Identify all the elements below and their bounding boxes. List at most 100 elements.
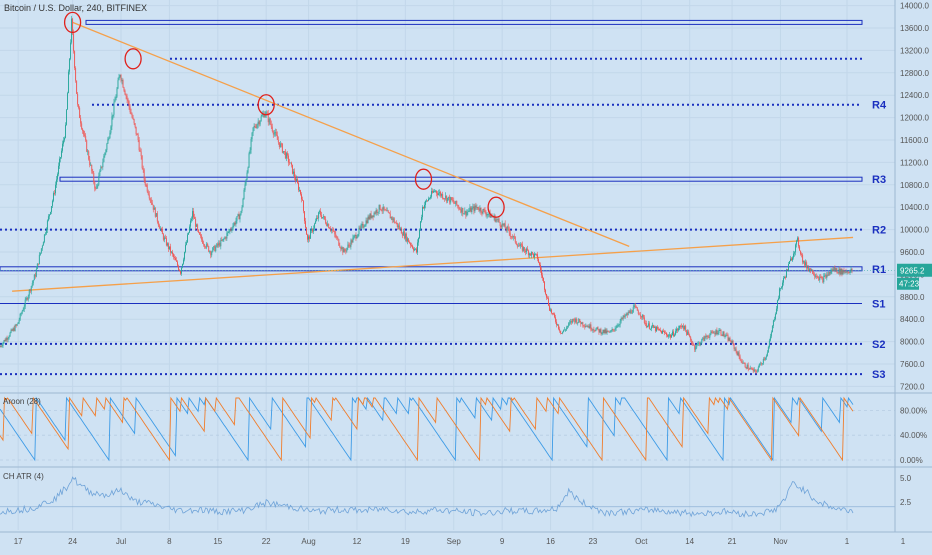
candle-body [817, 277, 818, 278]
candle-body [540, 265, 541, 270]
candle-body [304, 211, 305, 221]
candle-body [639, 314, 640, 315]
candle-body [392, 217, 393, 220]
candle-body [12, 330, 13, 331]
candle-body [367, 220, 368, 223]
candle-body [752, 369, 753, 370]
candle-body [581, 322, 582, 324]
candle-body [592, 329, 593, 330]
candle-body [637, 308, 638, 311]
candle-body [565, 330, 566, 331]
candle-body [514, 236, 515, 237]
candle-body [668, 335, 669, 336]
candle-body [841, 269, 842, 275]
candle-body [830, 271, 831, 273]
candle-body [430, 197, 431, 199]
candle-body [534, 254, 535, 257]
candle-body [211, 252, 212, 255]
candle-body [442, 194, 443, 198]
candle-body [742, 361, 743, 363]
candle-body [29, 290, 30, 296]
price-tick-label: 10800.0 [900, 181, 929, 190]
candle-body [794, 252, 795, 253]
candle-body [232, 226, 233, 230]
candle-body [613, 329, 614, 330]
candle-body [785, 277, 786, 278]
candle-body [728, 335, 729, 340]
candle-body [134, 119, 135, 123]
candle-body [848, 271, 849, 272]
candle-body [68, 72, 69, 93]
candle-body [582, 322, 583, 325]
candle-body [591, 330, 592, 331]
price-axis[interactable]: 14000.013600.013200.012800.012400.012000… [897, 2, 932, 507]
candle-body [15, 325, 16, 331]
candle-body [675, 331, 676, 334]
candle-body [621, 318, 622, 321]
candle-body [202, 240, 203, 244]
candle-body [690, 337, 691, 341]
candle-body [246, 180, 247, 185]
candle-body [686, 330, 687, 335]
candle-body [205, 247, 206, 248]
candle-body [94, 182, 95, 188]
candle-body [95, 188, 96, 189]
candle-body [61, 151, 62, 157]
candle-body [256, 127, 257, 128]
candle-body [414, 249, 415, 250]
price-tick-label: 10000.0 [900, 226, 929, 235]
candle-body [687, 332, 688, 335]
candle-body [773, 320, 774, 326]
candle-body [75, 68, 76, 81]
candle-body [448, 197, 449, 198]
candle-body [396, 223, 397, 224]
candle-body [476, 207, 477, 208]
candle-body [398, 226, 399, 227]
candle-body [350, 240, 351, 247]
countdown-value: 47:23 [899, 280, 920, 289]
candle-body [79, 108, 80, 118]
candle-body [538, 259, 539, 263]
candle-body [281, 144, 282, 145]
candle-body [729, 338, 730, 341]
price-tick-label: 10400.0 [900, 203, 929, 212]
candle-body [6, 338, 7, 341]
candle-body [519, 246, 520, 247]
candle-body [104, 153, 105, 156]
candle-body [629, 312, 630, 313]
candle-body [471, 208, 472, 212]
candle-body [750, 368, 751, 369]
candle-body [518, 246, 519, 247]
candle-body [257, 124, 258, 127]
candle-body [760, 364, 761, 365]
candle-body [39, 255, 40, 264]
candle-body [416, 249, 417, 253]
candle-body [377, 210, 378, 213]
price-tick-label: 7600.0 [900, 360, 925, 369]
candle-body [488, 214, 489, 215]
candle-body [294, 172, 295, 178]
aroon-tick-label: 40.00% [900, 431, 927, 440]
candle-body [632, 313, 633, 314]
candle-body [545, 290, 546, 294]
candle-body [522, 244, 523, 250]
candle-body [408, 238, 409, 242]
candle-body [567, 326, 568, 327]
candle-body [337, 238, 338, 239]
level-label-r2: R2 [872, 225, 886, 237]
candle-body [678, 328, 679, 330]
candle-body [373, 215, 374, 216]
candle-body [640, 315, 641, 317]
candle-body [703, 337, 704, 340]
candle-body [485, 210, 486, 213]
candle-body [740, 357, 741, 361]
candle-body [148, 191, 149, 194]
candle-body [58, 166, 59, 174]
candle-body [387, 210, 388, 211]
candle-body [30, 290, 31, 292]
candle-body [2, 346, 3, 347]
candle-body [112, 115, 113, 117]
candle-body [168, 243, 169, 249]
